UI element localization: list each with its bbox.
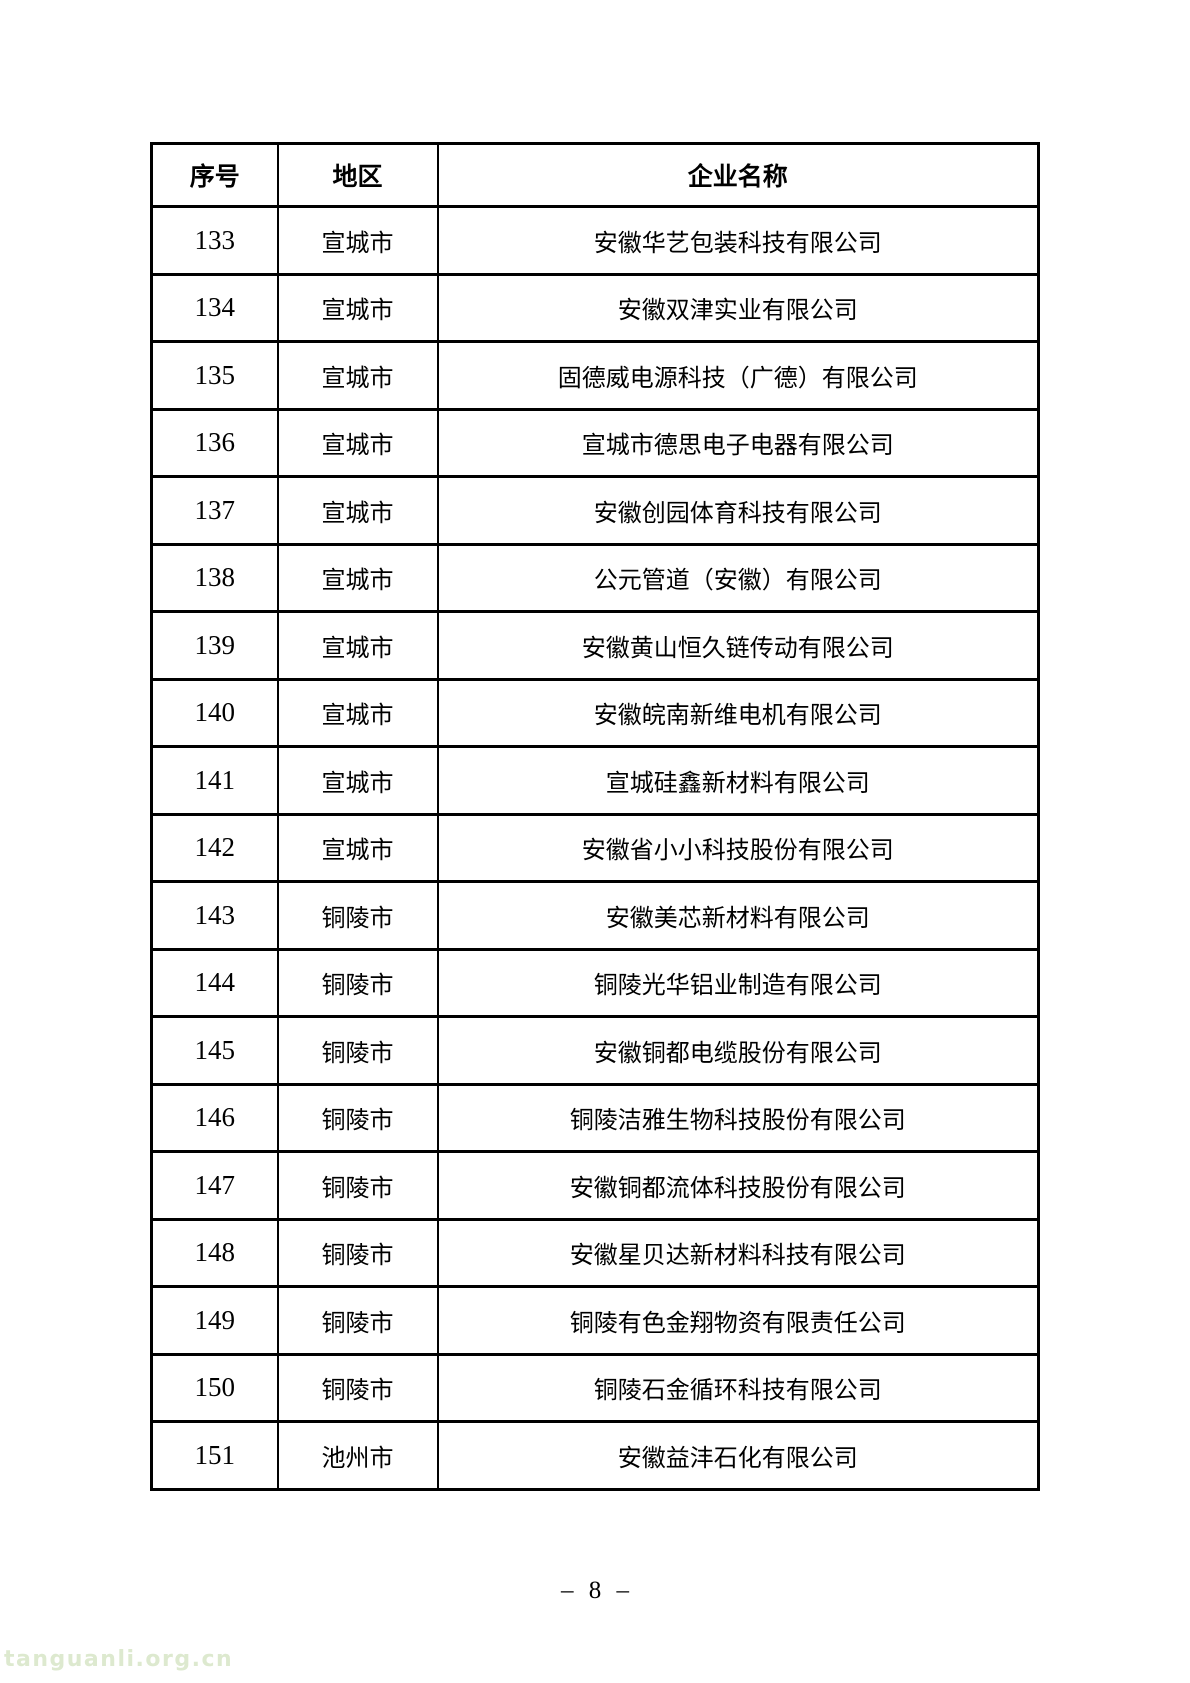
cell-company-name: 铜陵石金循环科技有限公司 [436,1352,1040,1423]
cell-region: 宣城市 [276,677,439,748]
table-row: 137 宣城市 安徽创园体育科技有限公司 [150,475,1040,546]
cell-company-name: 安徽黄山恒久链传动有限公司 [436,610,1040,681]
table-header-row: 序号 地区 企业名称 [150,142,1040,208]
table-row: 149 铜陵市 铜陵有色金翔物资有限责任公司 [150,1285,1040,1356]
table-row: 146 铜陵市 铜陵洁雅生物科技股份有限公司 [150,1082,1040,1153]
table-row: 141 宣城市 宣城硅鑫新材料有限公司 [150,745,1040,816]
cell-region: 铜陵市 [276,947,439,1018]
cell-region: 宣城市 [276,272,439,343]
cell-company-name: 安徽华艺包装科技有限公司 [436,205,1040,276]
cell-region: 宣城市 [276,812,439,883]
table-row: 145 铜陵市 安徽铜都电缆股份有限公司 [150,1015,1040,1086]
cell-region: 池州市 [276,1420,439,1491]
cell-serial-number: 151 [150,1420,279,1491]
cell-serial-number: 144 [150,947,279,1018]
cell-region: 铜陵市 [276,880,439,951]
cell-serial-number: 135 [150,340,279,411]
cell-company-name: 公元管道（安徽）有限公司 [436,542,1040,613]
table-row: 142 宣城市 安徽省小小科技股份有限公司 [150,812,1040,883]
cell-company-name: 安徽星贝达新材料科技有限公司 [436,1217,1040,1288]
cell-company-name: 安徽美芯新材料有限公司 [436,880,1040,951]
cell-serial-number: 136 [150,407,279,478]
cell-region: 铜陵市 [276,1082,439,1153]
cell-region: 宣城市 [276,745,439,816]
table-row: 150 铜陵市 铜陵石金循环科技有限公司 [150,1352,1040,1423]
cell-serial-number: 139 [150,610,279,681]
cell-serial-number: 149 [150,1285,279,1356]
cell-region: 宣城市 [276,475,439,546]
cell-serial-number: 146 [150,1082,279,1153]
cell-company-name: 安徽皖南新维电机有限公司 [436,677,1040,748]
header-region: 地区 [276,142,439,208]
cell-region: 宣城市 [276,610,439,681]
cell-region: 铜陵市 [276,1015,439,1086]
cell-company-name: 安徽双津实业有限公司 [436,272,1040,343]
cell-company-name: 固德威电源科技（广德）有限公司 [436,340,1040,411]
table-row: 148 铜陵市 安徽星贝达新材料科技有限公司 [150,1217,1040,1288]
cell-serial-number: 143 [150,880,279,951]
table-row: 143 铜陵市 安徽美芯新材料有限公司 [150,880,1040,951]
company-table: 序号 地区 企业名称 133 宣城市 安徽华艺包装科技有限公司 134 宣城市 安徽双津实… [150,142,1040,1491]
cell-serial-number: 133 [150,205,279,276]
cell-company-name: 铜陵光华铝业制造有限公司 [436,947,1040,1018]
cell-serial-number: 137 [150,475,279,546]
table-row: 138 宣城市 公元管道（安徽）有限公司 [150,542,1040,613]
page-number: – 8 – [561,1577,629,1604]
cell-company-name: 铜陵洁雅生物科技股份有限公司 [436,1082,1040,1153]
cell-serial-number: 147 [150,1150,279,1221]
cell-company-name: 安徽创园体育科技有限公司 [436,475,1040,546]
cell-region: 宣城市 [276,407,439,478]
table-row: 139 宣城市 安徽黄山恒久链传动有限公司 [150,610,1040,681]
header-serial-number: 序号 [150,142,279,208]
table-row: 133 宣城市 安徽华艺包装科技有限公司 [150,205,1040,276]
cell-company-name: 安徽铜都电缆股份有限公司 [436,1015,1040,1086]
cell-company-name: 安徽省小小科技股份有限公司 [436,812,1040,883]
table-row: 151 池州市 安徽益沣石化有限公司 [150,1420,1040,1491]
cell-company-name: 铜陵有色金翔物资有限责任公司 [436,1285,1040,1356]
cell-serial-number: 141 [150,745,279,816]
cell-serial-number: 150 [150,1352,279,1423]
cell-region: 铜陵市 [276,1150,439,1221]
cell-region: 宣城市 [276,340,439,411]
cell-region: 铜陵市 [276,1352,439,1423]
cell-company-name: 宣城市德思电子电器有限公司 [436,407,1040,478]
cell-serial-number: 134 [150,272,279,343]
cell-region: 铜陵市 [276,1285,439,1356]
cell-serial-number: 138 [150,542,279,613]
cell-region: 宣城市 [276,205,439,276]
cell-company-name: 安徽铜都流体科技股份有限公司 [436,1150,1040,1221]
cell-serial-number: 140 [150,677,279,748]
table-row: 140 宣城市 安徽皖南新维电机有限公司 [150,677,1040,748]
cell-serial-number: 145 [150,1015,279,1086]
table-row: 135 宣城市 固德威电源科技（广德）有限公司 [150,340,1040,411]
cell-region: 铜陵市 [276,1217,439,1288]
cell-company-name: 安徽益沣石化有限公司 [436,1420,1040,1491]
cell-serial-number: 142 [150,812,279,883]
cell-company-name: 宣城硅鑫新材料有限公司 [436,745,1040,816]
header-company-name: 企业名称 [436,142,1040,208]
table-row: 136 宣城市 宣城市德思电子电器有限公司 [150,407,1040,478]
table-row: 144 铜陵市 铜陵光华铝业制造有限公司 [150,947,1040,1018]
cell-region: 宣城市 [276,542,439,613]
table-row: 147 铜陵市 安徽铜都流体科技股份有限公司 [150,1150,1040,1221]
table-row: 134 宣城市 安徽双津实业有限公司 [150,272,1040,343]
cell-serial-number: 148 [150,1217,279,1288]
watermark: tanguanli.org.cn [4,1647,234,1672]
